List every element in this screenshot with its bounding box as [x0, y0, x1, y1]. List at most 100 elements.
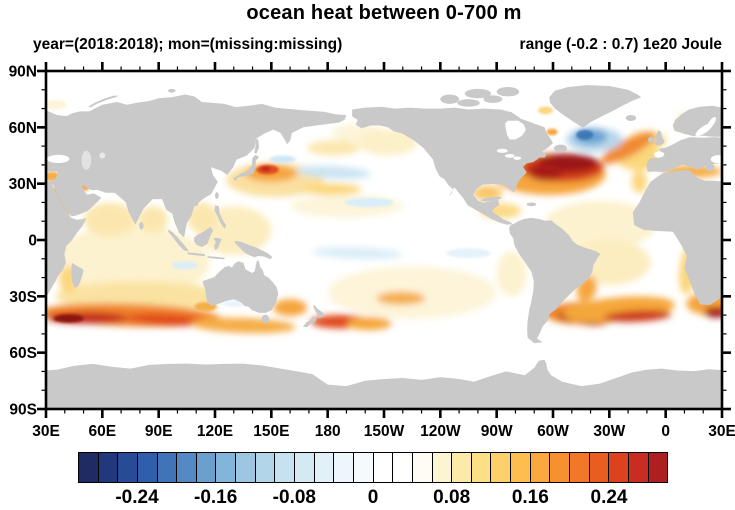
- y-axis-label: 30N: [9, 176, 37, 193]
- colorbar-box: [451, 452, 472, 483]
- landmass-new-zealand-south: [302, 316, 317, 328]
- x-axis-label: 90E: [145, 423, 173, 440]
- colorbar-box: [510, 452, 531, 483]
- x-axis-label: 0: [661, 423, 670, 440]
- island-taiwan: [215, 192, 219, 199]
- anomaly-hawaii-streak: [301, 183, 362, 195]
- x-axis-label: 150W: [364, 423, 405, 440]
- x-axis-label: 150E: [253, 423, 289, 440]
- anomaly-nz-east-orange: [346, 316, 392, 331]
- colorbar-box: [136, 452, 158, 483]
- colorbar-box: [647, 452, 669, 483]
- subtitle-left: year=(2018:2018); mon=(missing:missing): [33, 36, 343, 53]
- landmass-sulawesi: [213, 237, 222, 251]
- colorbar-box: [470, 452, 492, 483]
- colorbar-tick-label: 0.16: [511, 487, 549, 508]
- landmass-sumatra: [168, 229, 189, 252]
- colorbar-box: [235, 452, 256, 483]
- landmass-new-guinea: [234, 240, 273, 260]
- colorbar-box: [117, 452, 138, 483]
- colorbar-box: [569, 452, 590, 483]
- x-axis-label: 120E: [197, 423, 233, 440]
- anomaly-agulhas-core: [704, 307, 722, 318]
- anomaly-np-blue-streak-2: [344, 197, 394, 208]
- world-heat-map: 30E 60E 90E 120E 150E 180 150W 120W 90W 60W 30W 0 30…: [9, 62, 735, 440]
- y-axis-label: 0: [28, 233, 37, 250]
- landmass-java: [187, 252, 206, 257]
- anomaly-sp-orange-streak: [376, 291, 426, 305]
- colorbar-box: [627, 452, 649, 483]
- island-arctic-canada-4: [464, 88, 492, 99]
- colorbar-box: [431, 452, 453, 483]
- water-great-lake-mid: [504, 153, 515, 158]
- colorbar-box: [215, 452, 237, 483]
- anomaly-bay-of-bengal-wash: [138, 206, 169, 233]
- landmass-north-america: [352, 106, 553, 225]
- colorbar-box: [608, 452, 629, 483]
- anomaly-np-blue-streak-1: [295, 166, 371, 179]
- colorbar-tick-label: -0.24: [115, 487, 159, 508]
- landmass-south-america: [509, 217, 601, 344]
- subtitle-right: range (-0.2 : 0.7) 1e20 Joule: [519, 36, 722, 53]
- island-ireland: [648, 136, 655, 143]
- anomaly-aleutian-wash: [307, 140, 360, 156]
- anomaly-s-indian-band-east: [126, 313, 210, 326]
- anomaly-field-soft: [46, 112, 722, 334]
- colorbar-tick-label: 0.24: [590, 487, 628, 508]
- colorbar-box: [78, 452, 99, 483]
- anomaly-natl-tropical-wash: [543, 200, 657, 250]
- anomaly-sp-east-blue: [445, 248, 492, 258]
- landmass-novaya-zemlya: [88, 95, 119, 108]
- plot-title: ocean heat between 0-700 m: [246, 2, 522, 24]
- anomaly-s-indian-band-darkest: [53, 314, 84, 323]
- colorbar-tick-label: 0: [367, 487, 379, 508]
- y-axis-label: 60S: [9, 345, 37, 362]
- anomaly-gulf-stream-sw-lobe: [528, 163, 563, 181]
- landmass-borneo: [194, 226, 214, 248]
- x-axis-label: 30E: [708, 423, 735, 440]
- colorbar-box: [333, 452, 354, 483]
- colorbar-tick-label: 0.08: [433, 487, 471, 508]
- y-axis-label: 90N: [9, 64, 37, 81]
- water-bay-of-biscay: [653, 151, 665, 158]
- water-gulf-of-bothnia: [707, 117, 717, 129]
- anomaly-eq-pacific-south-blue: [312, 247, 403, 259]
- landmass-italy: [685, 156, 700, 169]
- landmass-antarctica: [46, 359, 722, 409]
- y-axis-label: 30S: [9, 289, 37, 306]
- colorbar-box: [97, 452, 119, 483]
- island-arctic-canada-3: [440, 94, 460, 104]
- water-hudson-bay: [505, 120, 526, 140]
- landmasses: [46, 85, 722, 409]
- island-newfoundland: [553, 144, 568, 153]
- axis-labels: 30E 60E 90E 120E 150E 180 150W 120W 90W 60W 30W 0 30…: [9, 64, 735, 441]
- water-black-sea: [46, 154, 70, 164]
- water-black-sea-west-sliver: [710, 155, 722, 164]
- colorbar-box: [392, 452, 413, 483]
- water-aral-sea: [99, 152, 106, 159]
- colorbar-box: [176, 452, 197, 483]
- colorbar-labels: -0.24 -0.16 -0.08 0 0.08 0.16 0.24: [78, 487, 668, 509]
- colorbar-box: [156, 452, 178, 483]
- colorbar-box: [313, 452, 335, 483]
- colorbar-box: [549, 452, 571, 483]
- anomaly-indian-ocean-wash: [51, 224, 210, 301]
- x-axis-label: 60E: [89, 423, 117, 440]
- island-tasmania: [261, 314, 270, 323]
- anomaly-kuroshio-hot: [261, 165, 271, 172]
- colorbar-box: [490, 452, 512, 483]
- landmass-eurasia-arabia-east-africa: [46, 94, 347, 296]
- landmass-madagascar: [71, 262, 84, 288]
- island-sri-lanka: [139, 221, 144, 230]
- anomaly-subpolar-blue-core: [576, 129, 594, 140]
- map-plot-area: 30E 60E 90E 120E 150E 180 150W 120W 90W 60W 30W 0 30…: [9, 62, 735, 440]
- anomaly-baffin-orange: [537, 106, 553, 115]
- x-axis-label: 90W: [481, 423, 513, 440]
- anomaly-tasman-orange: [273, 299, 308, 317]
- x-axis-label: 30E: [32, 423, 60, 440]
- y-axis-label: 60N: [9, 120, 37, 137]
- anomaly-gulf-alaska-wash: [357, 129, 418, 156]
- axis-ticks: [37, 62, 731, 418]
- colorbar-box: [254, 452, 276, 483]
